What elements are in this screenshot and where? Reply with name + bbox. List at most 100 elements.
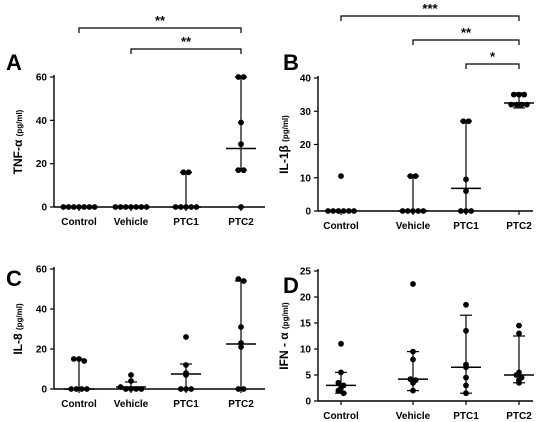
y-tick-label: 20 [300,293,312,304]
significance-bracket [412,39,520,45]
y-tick-label: 60 [36,265,48,276]
y-tick-label: 0 [41,203,47,214]
y-tick-label: 5 [305,371,311,382]
category-label: PTC2 [228,217,254,228]
data-point [188,386,195,392]
data-point [91,204,98,210]
y-axis-label: IFN - α (pg/ml) [277,302,291,370]
category-label: PTC1 [173,217,199,228]
y-axis-label: TNF-α (pg/ml) [11,109,25,174]
category-label: PTC1 [173,399,199,410]
significance-label: ** [181,34,192,49]
data-point [335,387,342,394]
data-point [180,169,187,176]
data-point [330,208,337,214]
y-tick-label: 0 [305,397,311,408]
data-point [81,358,88,364]
data-point [138,386,145,392]
data-point [117,204,124,210]
significance-bracket [465,63,520,69]
data-point [238,204,244,210]
data-point [335,379,342,386]
data-point [460,118,467,125]
y-tick-label: 15 [300,319,312,330]
data-point [65,204,72,210]
significance-label: ** [155,13,166,28]
data-point [112,204,119,210]
y-tick-label: 10 [300,345,312,356]
data-point [128,378,134,384]
data-point [510,91,517,98]
y-tick-label: 60 [36,73,48,84]
data-point [70,204,77,210]
data-point [340,208,347,214]
data-point [122,386,129,392]
data-point [76,204,82,210]
data-point [508,101,515,108]
y-tick-label: 0 [41,385,47,396]
category-label: PTC2 [506,411,532,422]
data-point [410,281,416,287]
significance-bracket [340,15,520,21]
y-tick-label: 40 [300,74,312,85]
data-point [404,208,411,214]
data-point [420,208,427,214]
data-point [238,119,244,126]
data-point [238,141,244,148]
data-point [463,301,469,308]
data-point [516,379,522,386]
category-label: Vehicle [114,399,149,410]
data-point [128,204,134,210]
data-point [410,379,416,386]
data-point [240,386,247,392]
category-label: PTC2 [506,221,532,232]
data-point [335,208,342,214]
data-point [235,167,242,174]
data-point [183,372,189,378]
data-point [240,278,247,284]
data-point [415,208,422,214]
y-axis-label-name: IFN - α [277,329,291,370]
panel-d: D 0 5 10 15 20 25 IFN - α (pg/ml) Control Vehicle… [277,267,534,422]
data-point [463,176,469,183]
y-tick-label: 25 [300,267,312,278]
data-point [521,91,528,98]
data-point [463,188,469,194]
panel-letter: D [283,273,299,298]
data-point [193,204,200,210]
data-point [177,204,184,210]
data-point [338,173,344,179]
y-tick-label: 30 [300,107,312,118]
category-label: PTC2 [228,399,254,410]
data-point [183,204,189,210]
data-point [463,390,469,397]
data-point [128,386,134,392]
panel-letter: B [283,50,299,75]
panel-c: C 0 20 40 60 IL-8 (pg/ml) Control Vehicle PTC1 PT… [6,265,265,410]
data-point [457,208,464,214]
data-point [235,276,242,282]
data-point [516,91,522,98]
data-point [143,204,150,210]
significance-label: *** [422,1,438,16]
data-point [235,74,242,80]
data-point [122,204,129,210]
data-point [138,204,145,210]
y-axis-label-name: TNF-α [11,136,25,174]
significance-label: * [490,49,496,64]
data-point [235,386,242,392]
data-point [410,348,416,355]
data-point [128,372,134,378]
data-point [185,169,192,176]
data-point [68,386,75,392]
category-label: Vehicle [114,217,149,228]
y-axis-label: IL-1β (pg/ml) [277,115,291,174]
data-point [410,387,416,394]
category-label: PTC1 [453,411,479,422]
data-point [463,208,469,214]
data-point [78,386,85,392]
y-axis-label: IL-8 (pg/ml) [11,303,25,355]
data-point [463,374,469,381]
panel-a: A 0 20 40 60 TNF-α (pg/ml) Control Vehicle PTC1 P… [6,13,265,228]
data-point [523,101,530,108]
